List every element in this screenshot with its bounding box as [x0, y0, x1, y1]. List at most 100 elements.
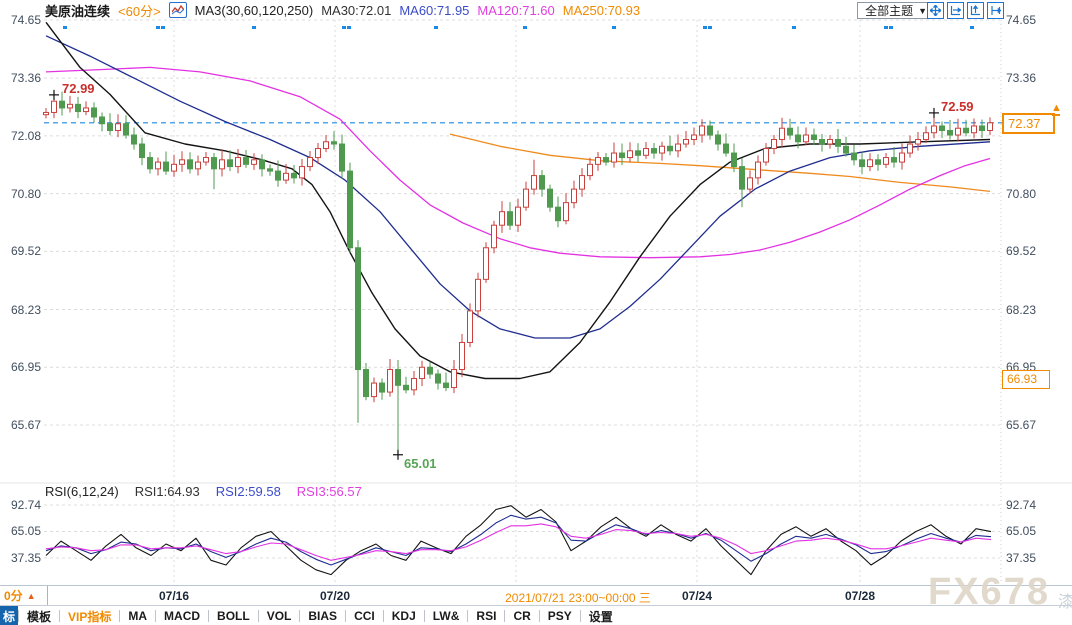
symbol-name: 美原油连续 — [45, 3, 111, 19]
pan-icon[interactable] — [927, 2, 944, 19]
session-dot — [889, 26, 893, 29]
secondary-price-tag: 66.93 — [1002, 370, 1051, 389]
period-box-label: 0分 — [4, 589, 23, 603]
ma120-line — [45, 66, 991, 259]
theme-dropdown-button[interactable]: 全部主题 ▼ — [857, 2, 935, 19]
x-axis-label: 07/28 — [844, 589, 876, 603]
toolbar-divider — [504, 610, 506, 622]
indicator-tab-rsi[interactable]: RSI — [476, 609, 497, 623]
y-axis-label: 65.67 — [10, 417, 41, 432]
chart-type-icon[interactable] — [168, 2, 187, 18]
y-axis-label: 70.80 — [10, 186, 41, 201]
toolbar-divider — [119, 610, 121, 622]
indicator-tab-cci[interactable]: CCI — [354, 609, 375, 623]
ma250-line — [449, 133, 991, 193]
indicator-tab-ma[interactable]: MA — [128, 609, 148, 623]
rsi3-line — [45, 523, 992, 561]
rsi1-value: RSI1:64.93 — [134, 484, 200, 499]
hovered-candle-time: 2021/07/21 23:00~00:00 三 — [505, 591, 651, 605]
theme-dropdown-label: 全部主题 — [865, 4, 914, 18]
indicator-tab-bias[interactable]: BIAS — [308, 609, 338, 623]
rsi-axis-label: 65.05 — [1006, 524, 1037, 539]
toolbar-divider — [345, 610, 347, 622]
indicator-tab-模板[interactable]: 模板 — [27, 609, 52, 624]
indicator-tab-标[interactable]: 标 — [0, 606, 19, 625]
ma250-value: MA250:70.93 — [562, 2, 641, 18]
toolbar-divider — [299, 610, 301, 622]
session-dot — [434, 26, 438, 29]
chart-header: 美原油连续 <60分> MA3(30,60,120,250) MA30:72.0… — [45, 1, 640, 19]
session-dot — [703, 26, 707, 29]
ma30-value: MA30:72.01 — [321, 2, 392, 18]
candlestick-series — [43, 91, 993, 455]
edge-watermark: 漆 — [1058, 594, 1072, 611]
session-dot — [970, 26, 974, 29]
session-dot — [63, 26, 67, 29]
toolbar-divider — [257, 610, 259, 622]
y-axis-label: 74.65 — [10, 13, 41, 27]
rsi-indicator-header: RSI(6,12,24) RSI1:64.93 RSI2:59.58 RSI3:… — [45, 484, 362, 499]
rsi-axis-label: 92.74 — [10, 498, 41, 512]
y-axis-label: 65.67 — [1006, 417, 1037, 432]
session-dot — [884, 26, 888, 29]
ma60-value: MA60:71.95 — [399, 2, 470, 18]
toolbar-divider — [382, 610, 384, 622]
y-axis-label: 68.23 — [10, 302, 41, 317]
ma30-line — [45, 21, 991, 380]
indicator-tab-macd[interactable]: MACD — [164, 609, 201, 623]
session-dot — [156, 26, 160, 29]
price-arrow-icon: ▲ — [1051, 102, 1062, 116]
indicator-tab-vol[interactable]: VOL — [266, 609, 292, 623]
toolbar-divider — [423, 610, 425, 622]
y-axis-label: 74.65 — [1006, 13, 1037, 27]
fit-vertical-icon[interactable] — [947, 2, 964, 19]
indicator-tab-cr[interactable]: CR — [513, 609, 531, 623]
session-dot — [161, 26, 165, 29]
session-dot — [792, 26, 796, 29]
session-dot — [523, 26, 527, 29]
rsi-axis-label: 37.35 — [1006, 551, 1037, 565]
session-dot — [708, 26, 712, 29]
ma-settings-label: MA3(30,60,120,250) — [194, 2, 314, 18]
indicator-tab-psy[interactable]: PSY — [547, 609, 572, 623]
extreme-price-label: 65.01 — [404, 456, 437, 471]
toolbar-divider — [155, 610, 157, 622]
y-axis-label: 69.52 — [10, 244, 41, 259]
toolbar-divider — [538, 610, 540, 622]
y-axis-label: 72.08 — [10, 128, 41, 143]
indicator-tab-boll[interactable]: BOLL — [217, 609, 250, 623]
toolbar-divider — [579, 610, 581, 622]
last-price-tag: 72.37 — [1002, 113, 1055, 134]
rsi1-line — [45, 505, 992, 576]
indicator-tab-lw&[interactable]: LW& — [432, 609, 460, 623]
extreme-price-label: 72.99 — [62, 81, 95, 96]
timeframe-label[interactable]: <60分> — [118, 3, 161, 19]
y-axis-label: 66.95 — [10, 360, 41, 375]
chevron-down-icon: ▼ — [918, 5, 927, 16]
toolbar-divider — [208, 610, 210, 622]
toolbar-divider — [18, 610, 20, 622]
indicator-tab-vip指标[interactable]: VIP指标 — [68, 609, 112, 624]
session-dot — [252, 26, 256, 29]
indicator-tab-设置[interactable]: 设置 — [588, 609, 613, 624]
session-dot — [612, 26, 616, 29]
shift-right-icon[interactable] — [987, 2, 1004, 19]
fit-horizontal-icon[interactable] — [967, 2, 984, 19]
rsi2-value: RSI2:59.58 — [215, 484, 281, 499]
x-axis-label: 07/16 — [158, 589, 190, 603]
indicator-tab-kdj[interactable]: KDJ — [391, 609, 416, 623]
time-axis-row: 0分 ▲ 2021/07/21 23:00~00:00 三 07/16 07/20… — [0, 585, 1072, 606]
x-axis-label: 07/24 — [681, 589, 713, 603]
period-selector-box[interactable]: 0分 ▲ — [0, 586, 48, 605]
x-axis-label: 07/20 — [319, 589, 351, 603]
toolbar-divider — [467, 610, 469, 622]
extreme-price-label: 72.59 — [941, 99, 974, 114]
ma120-value: MA120:71.60 — [477, 2, 555, 18]
y-axis-label: 73.36 — [10, 71, 41, 86]
y-axis-label: 70.80 — [1006, 186, 1037, 201]
session-dot — [347, 26, 351, 29]
y-axis-label: 68.23 — [1006, 302, 1037, 317]
session-dot — [342, 26, 346, 29]
